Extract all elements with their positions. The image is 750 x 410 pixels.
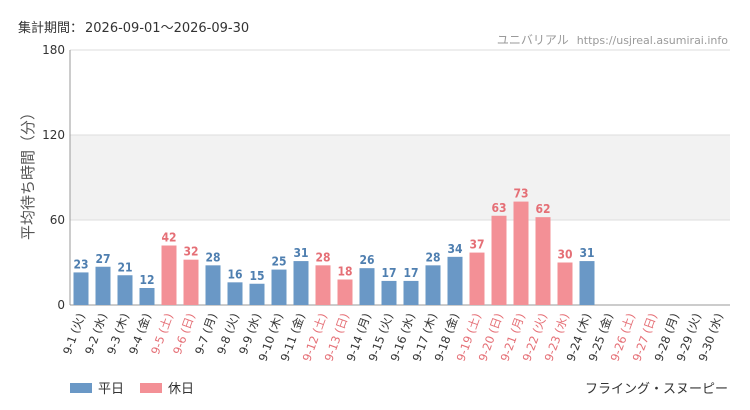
bar xyxy=(469,252,485,305)
bar xyxy=(491,215,507,305)
data-label: 12 xyxy=(139,273,154,287)
bar xyxy=(249,283,265,305)
legend-label-weekday: 平日 xyxy=(98,382,125,397)
bar xyxy=(557,262,573,305)
legend-item-weekday: 平日 xyxy=(70,378,124,397)
bar xyxy=(535,217,551,305)
data-label: 42 xyxy=(161,231,176,245)
bar xyxy=(403,280,419,305)
y-tick-label: 60 xyxy=(50,213,65,227)
aggregation-period: 集計期間： 2026-09-01～2026-09-30 xyxy=(18,17,249,36)
data-label: 63 xyxy=(491,201,506,215)
data-label: 15 xyxy=(249,269,264,283)
bar xyxy=(183,259,199,305)
bar xyxy=(293,261,309,305)
y-tick-label: 180 xyxy=(42,43,65,57)
data-label: 25 xyxy=(271,255,286,269)
bar xyxy=(359,268,375,305)
data-label: 37 xyxy=(469,238,484,252)
data-label: 34 xyxy=(447,242,463,256)
legend: 平日 休日 xyxy=(70,378,210,397)
data-label: 31 xyxy=(293,246,308,260)
legend-item-holiday: 休日 xyxy=(140,378,194,397)
data-label: 62 xyxy=(535,202,550,216)
site-name: ユニバリアル xyxy=(496,33,569,47)
data-label: 30 xyxy=(557,248,572,262)
period-value: 2026-09-01～2026-09-30 xyxy=(85,21,250,36)
bar xyxy=(447,256,463,305)
data-label: 27 xyxy=(95,252,110,266)
y-tick-label: 120 xyxy=(42,128,65,142)
data-label: 17 xyxy=(403,266,418,280)
bar xyxy=(161,245,177,305)
site-credit: ユニバリアル https://usjreal.asumirai.info xyxy=(497,31,728,48)
data-label: 21 xyxy=(117,260,132,274)
bar xyxy=(315,265,331,305)
bar xyxy=(271,269,287,305)
attraction-name: フライング・スヌーピー xyxy=(584,382,728,397)
legend-swatch-holiday xyxy=(140,382,163,393)
data-label: 28 xyxy=(205,250,220,264)
shaded-band xyxy=(70,135,730,220)
data-label: 73 xyxy=(513,187,528,201)
bar xyxy=(95,266,111,305)
bar xyxy=(227,282,243,305)
data-label: 16 xyxy=(227,267,242,281)
legend-label-holiday: 休日 xyxy=(168,382,195,397)
bar xyxy=(425,265,441,305)
bar xyxy=(73,272,89,305)
bar xyxy=(117,275,133,305)
bar xyxy=(513,201,529,305)
bar xyxy=(381,280,397,305)
legend-swatch-weekday xyxy=(70,382,92,393)
bar xyxy=(205,265,221,305)
data-label: 17 xyxy=(381,266,396,280)
data-label: 28 xyxy=(315,250,330,264)
data-label: 26 xyxy=(359,253,374,267)
data-label: 28 xyxy=(425,250,440,264)
y-tick-label: 0 xyxy=(57,298,65,312)
bar xyxy=(579,261,595,305)
data-label: 32 xyxy=(183,245,198,259)
data-label: 18 xyxy=(337,265,352,279)
period-label: 集計期間： xyxy=(18,21,84,36)
site-url: https://usjreal.asumirai.info xyxy=(576,34,728,47)
bar xyxy=(139,288,155,305)
data-label: 31 xyxy=(579,246,594,260)
data-label: 23 xyxy=(73,257,88,271)
bar xyxy=(337,279,353,305)
